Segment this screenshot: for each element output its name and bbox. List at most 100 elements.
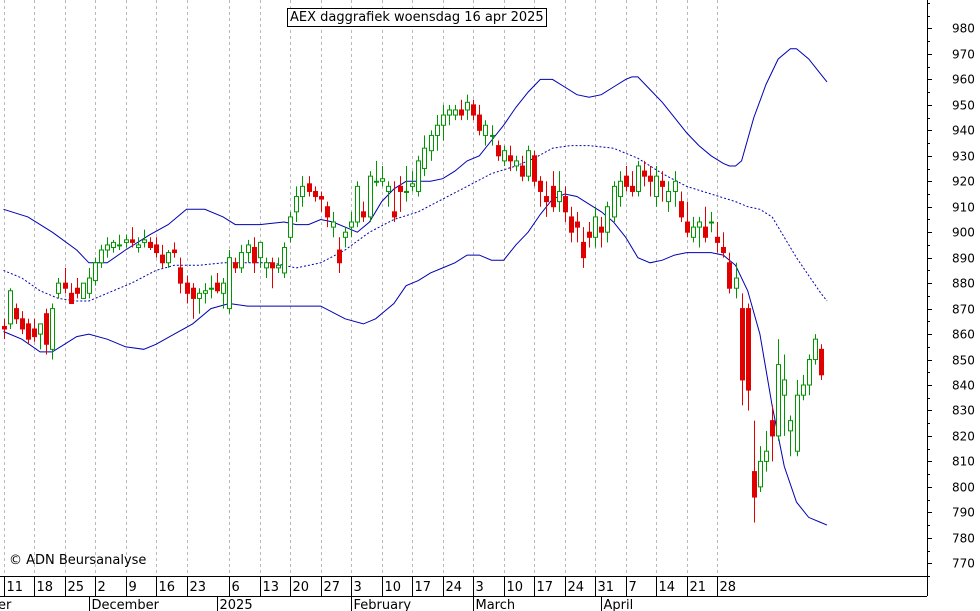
time-tick-label: 18	[37, 580, 54, 595]
candle-body-up	[93, 262, 98, 282]
time-tick-label: 10	[385, 580, 402, 595]
candle-body-down	[520, 165, 525, 177]
candle-body-up	[276, 264, 281, 269]
candle-body-up	[557, 190, 562, 203]
month-label: er	[0, 598, 12, 611]
candle-body-down	[752, 471, 757, 498]
time-tick-label: 20	[293, 580, 310, 595]
bollinger-bands	[3, 48, 828, 526]
time-tick-label: 14	[659, 580, 676, 595]
candle-body-up	[288, 216, 293, 238]
price-tick-label: 920	[952, 175, 975, 189]
candle-body-up	[807, 359, 812, 386]
candle-body-up	[673, 180, 678, 192]
month-label: April	[604, 598, 634, 611]
price-tick-label: 910	[952, 201, 975, 215]
candle-body-up	[502, 150, 507, 162]
candle-body-down	[477, 114, 482, 131]
candle-body-up	[197, 292, 202, 299]
price-tick-label: 870	[952, 303, 975, 317]
price-tick-label: 940	[952, 124, 975, 138]
price-tick-label: 930	[952, 150, 975, 164]
candle-body-down	[2, 325, 7, 330]
candle-body-down	[32, 328, 37, 338]
price-tick-label: 850	[952, 354, 975, 368]
candle-body-down	[642, 170, 647, 177]
time-tick-label: 27	[324, 580, 341, 595]
candle-body-up	[331, 221, 336, 228]
candle-body-up	[795, 394, 800, 452]
candle-body-up	[410, 183, 415, 187]
candle-body-down	[721, 246, 726, 254]
candle-body-up	[136, 244, 141, 248]
candle-body-down	[178, 267, 183, 284]
price-tick-label: 900	[952, 226, 975, 240]
time-tick-label: 3	[476, 580, 484, 595]
price-tick-label: 780	[952, 532, 975, 546]
candle-body-up	[300, 185, 305, 198]
time-tick-label: 28	[720, 580, 737, 595]
candle-body-down	[313, 190, 318, 198]
candle-body-up	[258, 241, 263, 259]
candle-body-up	[117, 244, 122, 247]
candle-body-down	[679, 201, 684, 218]
candle-body-up	[697, 221, 702, 228]
candle-body-down	[307, 183, 312, 192]
price-tick-label: 770	[952, 557, 975, 571]
time-tick-label: 3	[354, 580, 362, 595]
time-tick-label: 25	[68, 580, 85, 595]
time-tick-label: 10	[507, 580, 524, 595]
candle-body-up	[526, 150, 531, 177]
candle-body-down	[69, 292, 74, 305]
candle-body-down	[154, 244, 159, 254]
candle-body-up	[239, 252, 244, 269]
candle-body-down	[819, 348, 824, 376]
candle-body-down	[130, 239, 135, 243]
price-tick-label: 950	[952, 99, 975, 113]
candle-body-down	[398, 185, 403, 192]
bollinger-upper-band	[3, 48, 828, 264]
time-tick-label: 17	[415, 580, 432, 595]
candle-body-up	[355, 185, 360, 223]
candle-body-down	[569, 216, 574, 233]
candle-body-up	[87, 277, 92, 294]
candle-body-down	[44, 313, 49, 345]
candle-body-up	[227, 257, 232, 310]
candle-body-up	[246, 244, 251, 254]
time-tick-label: 16	[159, 580, 176, 595]
price-tick-label: 960	[952, 73, 975, 87]
candle-body-down	[191, 287, 196, 299]
time-tick-label: 11	[7, 580, 24, 595]
candle-body-down	[575, 221, 580, 228]
candle-body-up	[612, 185, 617, 218]
candle-body-down	[63, 282, 68, 289]
time-tick-label: 7	[629, 580, 637, 595]
candle-body-up	[429, 134, 434, 152]
candle-body-down	[581, 241, 586, 259]
candle-body-up	[422, 147, 427, 170]
price-tick-label: 970	[952, 48, 975, 62]
candle-body-down	[361, 211, 366, 218]
candles	[2, 94, 824, 523]
candle-body-up	[514, 160, 519, 167]
candle-body-up	[294, 196, 299, 213]
candle-body-down	[715, 236, 720, 243]
price-tick-label: 890	[952, 252, 975, 266]
time-tick-label: 17	[537, 580, 554, 595]
candle-body-down	[630, 185, 635, 192]
price-tick-label: 980	[952, 22, 975, 36]
candle-body-down	[319, 196, 324, 200]
candle-body-down	[746, 308, 751, 391]
candle-body-up	[124, 239, 129, 243]
candle-body-down	[496, 145, 501, 157]
candle-body-up	[709, 221, 714, 224]
candle-body-down	[532, 155, 537, 182]
price-tick-label: 800	[952, 481, 975, 495]
candle-body-up	[764, 450, 769, 462]
candle-body-up	[441, 114, 446, 126]
candle-body-down	[544, 196, 549, 203]
candle-body-down	[215, 282, 220, 292]
time-tick-label: 13	[263, 580, 280, 595]
candle-body-up	[666, 190, 671, 203]
